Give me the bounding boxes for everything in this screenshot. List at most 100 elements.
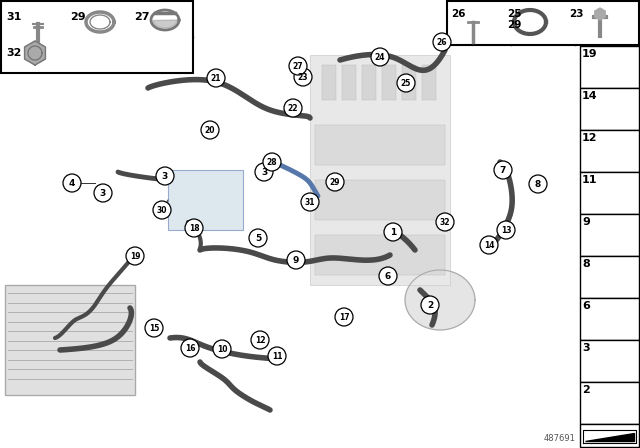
Text: 11: 11 [272,352,282,361]
Text: 3: 3 [261,168,267,177]
Bar [580,130,639,172]
Bar [580,46,639,88]
Circle shape [433,33,451,51]
Text: 3: 3 [582,343,589,353]
Text: 2: 2 [582,385,589,395]
Circle shape [301,193,319,211]
Text: 16: 16 [185,344,195,353]
Bar [310,55,450,285]
Circle shape [201,121,219,139]
Text: 27: 27 [292,61,303,70]
Text: 30: 30 [157,206,167,215]
Bar [5,285,135,395]
Text: 487691: 487691 [543,434,575,443]
Bar [580,340,639,382]
Bar [382,65,396,100]
Polygon shape [405,270,475,330]
Text: 23: 23 [569,9,584,19]
Circle shape [213,340,231,358]
Bar [342,65,356,100]
Text: 3: 3 [162,172,168,181]
Circle shape [494,161,512,179]
Circle shape [335,308,353,326]
Text: 19: 19 [130,251,140,260]
Circle shape [263,153,281,171]
Bar [580,424,639,447]
Text: 6: 6 [385,271,391,280]
Text: 4: 4 [69,178,75,188]
Text: 15: 15 [149,323,159,332]
Bar [322,65,336,100]
Bar [315,235,445,275]
Circle shape [145,319,163,337]
Text: 12: 12 [255,336,265,345]
Text: 7: 7 [500,165,506,175]
Circle shape [181,339,199,357]
Bar [315,125,445,165]
Text: 29: 29 [70,12,86,22]
Text: 6: 6 [582,301,590,311]
Bar [580,88,639,130]
Text: 8: 8 [535,180,541,189]
Text: 27: 27 [134,12,150,22]
Text: 19: 19 [582,49,598,59]
Text: 13: 13 [500,225,511,234]
Text: 29: 29 [330,177,340,186]
Text: 2: 2 [427,301,433,310]
Text: 28: 28 [267,158,277,167]
Polygon shape [153,20,177,28]
Circle shape [94,184,112,202]
Circle shape [397,74,415,92]
Text: 3: 3 [100,189,106,198]
Circle shape [436,213,454,231]
Circle shape [284,99,302,117]
Bar [580,382,639,424]
Circle shape [289,57,307,75]
Circle shape [249,229,267,247]
Bar [402,65,416,100]
Circle shape [153,201,171,219]
Circle shape [126,247,144,265]
Text: 5: 5 [255,233,261,242]
Circle shape [207,69,225,87]
Text: 23: 23 [298,73,308,82]
Text: 20: 20 [205,125,215,134]
Bar [1,1,193,73]
Text: 11: 11 [582,175,598,185]
Text: 31: 31 [6,12,21,22]
Circle shape [63,174,81,192]
Text: 10: 10 [217,345,227,353]
Text: 14: 14 [484,241,494,250]
Circle shape [379,267,397,285]
Text: 9: 9 [293,255,299,264]
Text: 26: 26 [451,9,465,19]
Text: 17: 17 [339,313,349,322]
Bar [580,256,639,298]
Circle shape [156,167,174,185]
Bar [315,180,445,220]
Text: 12: 12 [582,133,598,143]
Bar [580,214,639,256]
Circle shape [294,68,312,86]
Circle shape [384,223,402,241]
Polygon shape [585,433,634,441]
Bar [362,65,376,100]
Text: 25: 25 [401,78,411,87]
Text: 32: 32 [6,48,21,58]
Circle shape [326,173,344,191]
Circle shape [268,347,286,365]
Text: 8: 8 [582,259,589,269]
Circle shape [497,221,515,239]
Text: 18: 18 [189,224,199,233]
Text: 21: 21 [211,73,221,82]
Text: 14: 14 [582,91,598,101]
Text: 22: 22 [288,103,298,112]
Circle shape [251,331,269,349]
Polygon shape [595,8,605,20]
Circle shape [185,219,203,237]
Text: 32: 32 [440,217,451,227]
Text: 9: 9 [582,217,590,227]
Circle shape [529,175,547,193]
Bar [168,170,243,230]
Text: 24: 24 [375,52,385,61]
